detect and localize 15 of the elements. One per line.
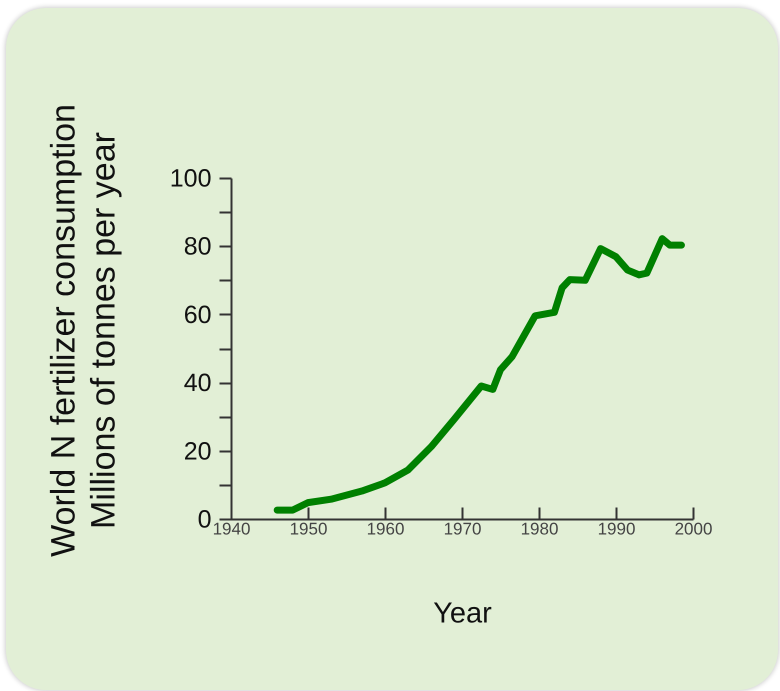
y-tick-label: 40	[184, 369, 212, 398]
y-axis-title: World N fertilizer consumption Millions of tonnes per year	[44, 104, 122, 557]
x-tick-label: 1940	[212, 520, 250, 538]
x-tick-label: 1970	[444, 520, 482, 538]
y-tick-label: 60	[184, 300, 212, 329]
y-tick-label: 80	[184, 232, 212, 261]
x-tick-label: 1990	[598, 520, 636, 538]
x-tick-label: 1960	[366, 520, 404, 538]
x-tick-label: 1950	[290, 520, 328, 538]
y-tick-label: 100	[170, 164, 212, 192]
x-tick-label: 2000	[674, 520, 712, 538]
x-axis-title: Year	[433, 598, 492, 630]
x-tick-label: 1980	[520, 520, 558, 538]
y-tick-label: 20	[184, 437, 212, 466]
y-tick-label: 0	[198, 506, 212, 534]
